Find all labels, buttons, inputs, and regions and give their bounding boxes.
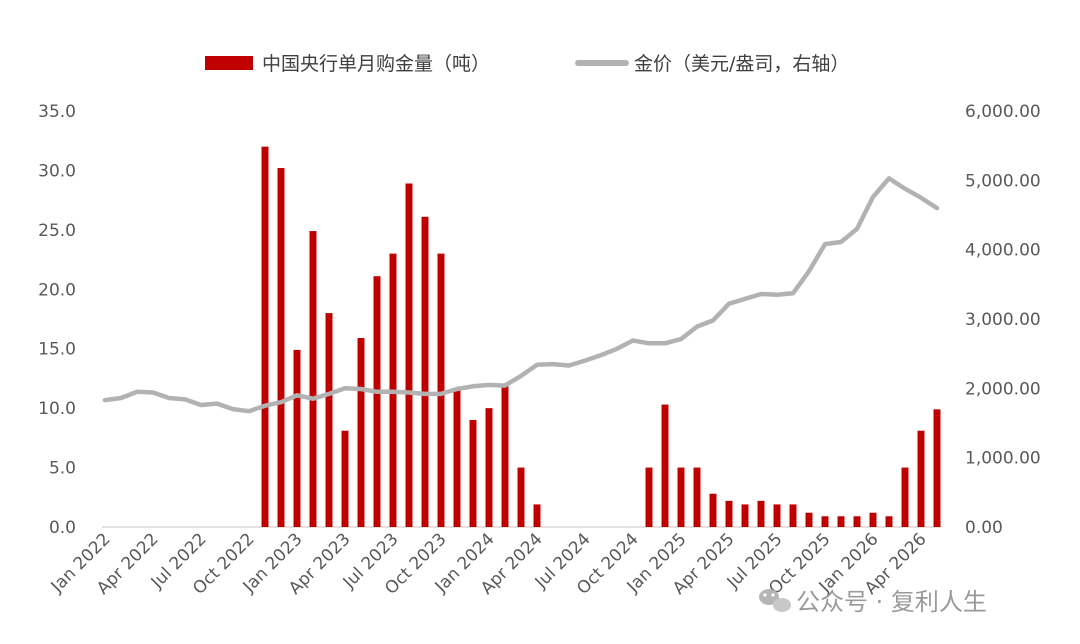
right-tick-label: 5,000.00 — [965, 171, 1041, 191]
right-tick-label: 3,000.00 — [965, 310, 1041, 330]
wechat-icon — [759, 589, 791, 612]
bar — [885, 516, 893, 527]
right-tick-label: 6,000.00 — [965, 102, 1041, 122]
legend-bar-label: 中国央行单月购金量（吨） — [262, 53, 490, 75]
bar — [757, 500, 765, 527]
bar — [789, 504, 797, 527]
left-tick-label: 35.0 — [38, 102, 76, 122]
bar — [309, 231, 317, 527]
bar — [741, 504, 749, 527]
bar — [933, 409, 941, 527]
bar — [341, 430, 349, 527]
legend-bar-swatch — [205, 56, 253, 70]
bar — [677, 467, 685, 527]
left-tick-label: 25.0 — [38, 221, 76, 241]
legend: 中国央行单月购金量（吨） 金价（美元/盎司，右轴） — [205, 53, 849, 75]
bar — [917, 430, 925, 527]
bar — [485, 408, 493, 527]
bar — [725, 500, 733, 527]
bar — [869, 512, 877, 527]
bar — [357, 338, 365, 527]
bar — [501, 384, 509, 527]
bar — [693, 467, 701, 527]
bar — [805, 512, 813, 527]
left-tick-label: 5.0 — [49, 459, 76, 479]
bar — [293, 349, 301, 527]
watermark-text: 公众号 · 复利人生 — [796, 588, 987, 616]
bar — [373, 276, 381, 527]
bar — [437, 253, 445, 527]
left-axis: 0.0 5.0 10.0 15.0 20.0 25.0 30.0 35.0 — [38, 102, 76, 538]
bar — [405, 183, 413, 527]
gold-price-line — [102, 176, 940, 414]
bar — [661, 404, 669, 527]
bar — [821, 516, 829, 527]
right-tick-label: 4,000.00 — [965, 241, 1041, 261]
bar — [469, 420, 477, 527]
bar — [453, 390, 461, 527]
bar — [325, 313, 333, 527]
left-tick-label: 0.0 — [49, 518, 76, 538]
bar — [901, 467, 909, 527]
left-tick-label: 15.0 — [38, 340, 76, 360]
bar-series — [261, 146, 941, 528]
bar — [837, 516, 845, 527]
bar — [645, 467, 653, 527]
right-tick-label: 0.00 — [965, 518, 1003, 538]
bar — [261, 146, 269, 527]
bar — [853, 516, 861, 527]
bar — [421, 216, 429, 528]
left-tick-label: 20.0 — [38, 280, 76, 300]
bar — [277, 168, 285, 527]
line-series — [102, 176, 940, 414]
bar — [709, 493, 717, 527]
left-tick-label: 10.0 — [38, 399, 76, 419]
right-tick-label: 2,000.00 — [965, 379, 1041, 399]
bar — [517, 467, 525, 527]
right-tick-label: 1,000.00 — [965, 449, 1041, 469]
bar — [773, 504, 781, 527]
left-tick-label: 30.0 — [38, 161, 76, 181]
watermark: 公众号 · 复利人生 — [759, 588, 987, 616]
right-axis: 0.00 1,000.00 2,000.00 3,000.00 4,000.00 5,00… — [965, 102, 1041, 538]
legend-line-label: 金价（美元/盎司，右轴） — [634, 53, 849, 75]
bar — [533, 504, 541, 527]
